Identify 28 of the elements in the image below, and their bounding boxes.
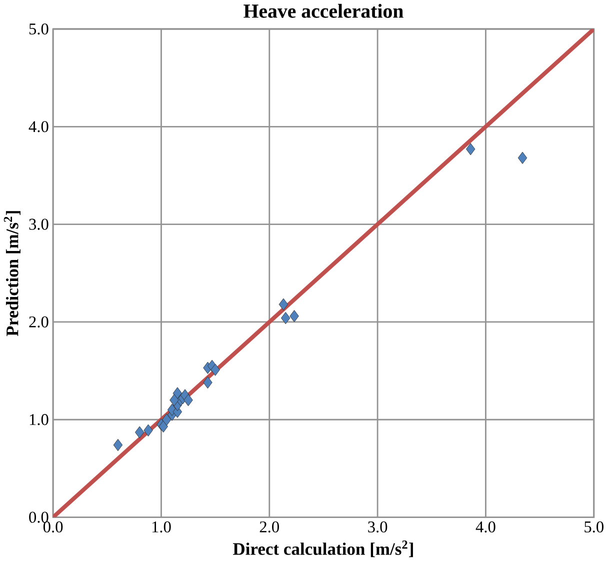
x-tick-label: 5.0 <box>584 521 604 533</box>
point <box>290 310 299 322</box>
x-tick-label: 3.0 <box>368 521 388 533</box>
x-axis-title: Direct calculation [m/s$^{2}$] <box>233 540 413 558</box>
point <box>518 152 528 164</box>
point <box>170 394 179 406</box>
y-tick-label: 4.0 <box>28 121 48 132</box>
point <box>113 438 123 452</box>
point <box>466 143 476 156</box>
y-tick-label: 3.0 <box>29 218 48 230</box>
x-tick-label: 1.0 <box>152 521 171 533</box>
point <box>134 426 144 438</box>
point <box>203 376 212 389</box>
y-tick-label: 0.0 <box>29 512 48 523</box>
x-tick-label: 2.0 <box>260 521 279 533</box>
y-tick-label: 1.0 <box>30 414 48 426</box>
point <box>184 394 193 406</box>
x-tick-label: 4.0 <box>476 521 496 533</box>
x-tick-label: 0.0 <box>43 521 63 533</box>
point <box>210 364 220 376</box>
point <box>162 414 172 426</box>
y-tick-label: 2.0 <box>29 316 48 328</box>
y-axis-title: Prediction [m/s$^{2}$] <box>4 211 20 336</box>
point <box>144 424 153 436</box>
chart-title: Heave acceleration <box>244 4 404 18</box>
y-tick-label: 5.0 <box>29 23 48 35</box>
point <box>281 312 290 324</box>
point <box>278 298 288 310</box>
